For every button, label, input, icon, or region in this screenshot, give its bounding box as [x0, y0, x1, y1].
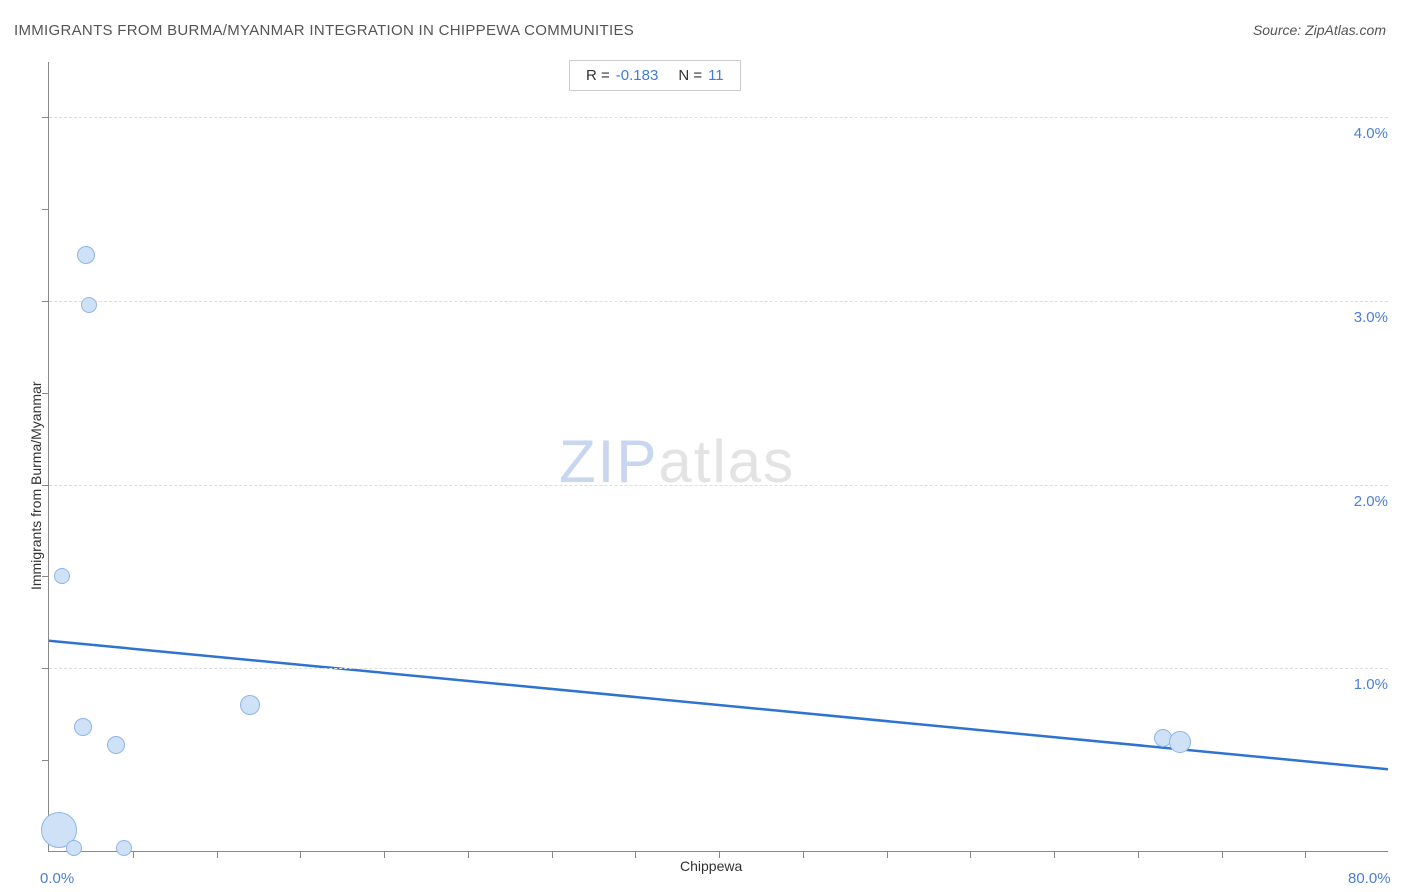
x-tick: [803, 851, 804, 858]
x-tick: [1305, 851, 1306, 858]
chart-title: IMMIGRANTS FROM BURMA/MYANMAR INTEGRATIO…: [14, 22, 634, 39]
x-max-label: 80.0%: [1348, 870, 1391, 887]
y-tick-label: 2.0%: [1328, 493, 1388, 510]
x-min-label: 0.0%: [40, 870, 74, 887]
y-axis-title: Immigrants from Burma/Myanmar: [28, 382, 44, 590]
x-tick: [468, 851, 469, 858]
data-point[interactable]: [240, 695, 260, 715]
x-axis-title: Chippewa: [680, 858, 742, 874]
data-point[interactable]: [77, 246, 95, 264]
gridline-h: [49, 117, 1388, 118]
y-tick-label: 3.0%: [1328, 309, 1388, 326]
y-tick: [42, 117, 49, 118]
x-tick: [719, 851, 720, 858]
watermark: ZIPatlas: [559, 427, 795, 496]
x-tick: [970, 851, 971, 858]
x-tick: [384, 851, 385, 858]
y-tick: [42, 301, 49, 302]
x-tick: [887, 851, 888, 858]
x-tick: [1054, 851, 1055, 858]
data-point[interactable]: [1169, 731, 1191, 753]
data-point[interactable]: [74, 718, 92, 736]
x-tick: [1222, 851, 1223, 858]
x-tick: [1138, 851, 1139, 858]
y-tick-label: 1.0%: [1328, 676, 1388, 693]
source-attribution: Source: ZipAtlas.com: [1253, 22, 1386, 38]
x-tick: [217, 851, 218, 858]
n-label: N =: [678, 67, 702, 84]
x-tick: [300, 851, 301, 858]
data-point[interactable]: [66, 840, 82, 856]
chart-container: IMMIGRANTS FROM BURMA/MYANMAR INTEGRATIO…: [0, 0, 1406, 892]
stats-box: R = -0.183 N = 11: [569, 60, 741, 91]
r-value: -0.183: [616, 67, 659, 84]
y-tick: [42, 760, 49, 761]
n-value: 11: [708, 67, 724, 84]
gridline-h: [49, 485, 1388, 486]
data-point[interactable]: [81, 297, 97, 313]
y-tick-label: 4.0%: [1328, 125, 1388, 142]
plot-area: ZIPatlas R = -0.183 N = 11: [48, 62, 1388, 852]
gridline-h: [49, 668, 1388, 669]
x-tick: [133, 851, 134, 858]
r-label: R =: [586, 67, 610, 84]
trendline-svg: [49, 62, 1388, 851]
x-tick: [635, 851, 636, 858]
data-point[interactable]: [107, 736, 125, 754]
y-tick: [42, 668, 49, 669]
data-point[interactable]: [54, 568, 70, 584]
y-tick: [42, 209, 49, 210]
x-tick: [552, 851, 553, 858]
gridline-h: [49, 301, 1388, 302]
data-point[interactable]: [116, 840, 132, 856]
